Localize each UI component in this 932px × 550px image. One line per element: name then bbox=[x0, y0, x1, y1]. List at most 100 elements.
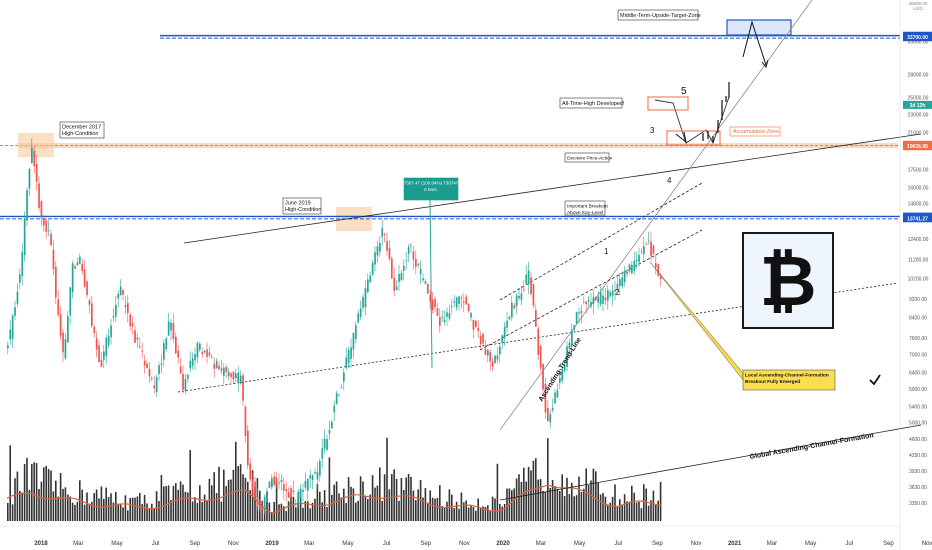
candle-body bbox=[21, 252, 24, 277]
volume-bar bbox=[206, 500, 208, 521]
ath-developed-box bbox=[647, 96, 689, 111]
label-global-channel: Global Ascending-Channel-Formation bbox=[749, 432, 874, 461]
candle-body bbox=[136, 337, 139, 340]
measure-label-text2: 0 bars, bbox=[424, 187, 438, 192]
candle-body bbox=[271, 478, 273, 488]
volume-bar bbox=[107, 497, 110, 521]
volume-bar bbox=[604, 496, 607, 521]
candle-body bbox=[448, 312, 451, 319]
volume-bar bbox=[33, 462, 35, 521]
time-tick-label: Jul bbox=[383, 541, 391, 547]
price-tick-label: 12400.00 bbox=[908, 237, 929, 243]
candle-body bbox=[285, 489, 288, 492]
candles bbox=[7, 138, 662, 519]
volume-bar bbox=[14, 478, 16, 521]
volume-bar bbox=[547, 438, 549, 521]
candle-body bbox=[364, 288, 367, 308]
candle-body bbox=[275, 477, 278, 484]
candle-body bbox=[278, 482, 280, 484]
volume-bar bbox=[542, 490, 544, 521]
candle-body bbox=[388, 248, 391, 259]
label-important-breakout-box bbox=[564, 200, 606, 216]
label-dec-2017-high-text2: High-Condition bbox=[62, 131, 98, 137]
volume-bar bbox=[57, 496, 59, 521]
candle-body bbox=[484, 348, 487, 355]
volume-bar bbox=[83, 504, 86, 521]
candle-body bbox=[592, 297, 595, 305]
volume-bar bbox=[525, 481, 527, 521]
volume-bar bbox=[395, 478, 398, 521]
volume-bar bbox=[607, 505, 609, 521]
price-tick-label: 7000.00 bbox=[909, 352, 927, 358]
volume-bar bbox=[266, 491, 268, 521]
label-dec-2017-high-text: December 2017 bbox=[62, 125, 101, 131]
volume-bar bbox=[443, 507, 446, 521]
candle-body bbox=[487, 349, 489, 356]
candle-body bbox=[79, 256, 81, 264]
candle-body bbox=[311, 475, 314, 481]
candle-body bbox=[194, 354, 196, 361]
candle-body bbox=[619, 279, 621, 286]
volume-bar bbox=[148, 508, 151, 521]
volume-bar bbox=[16, 471, 19, 521]
time-tick-label: Nov bbox=[691, 541, 702, 547]
volume-bar bbox=[71, 502, 74, 521]
candle-body bbox=[280, 479, 283, 483]
candle-body bbox=[196, 342, 199, 358]
projection-arrow-head bbox=[761, 59, 769, 69]
time-tick-label: Mar bbox=[304, 541, 314, 547]
candle-body bbox=[55, 266, 57, 298]
volume-bar bbox=[134, 497, 136, 521]
volume-bar bbox=[122, 507, 124, 521]
candle-body bbox=[350, 347, 352, 359]
volume-bar bbox=[419, 480, 422, 521]
volume-bar bbox=[131, 497, 134, 521]
volume-bar bbox=[551, 480, 554, 521]
candle-body bbox=[623, 271, 626, 283]
volume-bar bbox=[352, 488, 355, 521]
volume-bar bbox=[275, 479, 278, 521]
candle-body bbox=[381, 228, 384, 237]
candle-body bbox=[227, 371, 230, 377]
candle-body bbox=[633, 260, 636, 271]
candle-body bbox=[355, 325, 357, 339]
candle-body bbox=[203, 350, 206, 353]
volume-bar bbox=[381, 500, 383, 521]
volume-bar bbox=[218, 466, 220, 521]
candle-body bbox=[304, 480, 307, 488]
candle-body bbox=[427, 283, 429, 294]
volume-bar bbox=[477, 498, 479, 521]
volume-bar bbox=[379, 467, 381, 521]
volume-bar bbox=[304, 501, 307, 521]
volume-bar bbox=[247, 481, 249, 521]
candle-body bbox=[571, 330, 573, 347]
measure-label-text: 7307.47 (100.04%) 730747 bbox=[404, 181, 459, 186]
candle-body bbox=[170, 322, 172, 331]
volume-bar bbox=[350, 486, 352, 521]
candle-body bbox=[251, 479, 254, 491]
volume-bar bbox=[91, 501, 93, 521]
volume-bar bbox=[225, 486, 227, 521]
volume-bar bbox=[398, 500, 400, 521]
candle-body bbox=[283, 484, 285, 491]
volume-bar bbox=[393, 469, 395, 521]
price-tick-label: 17500.00 bbox=[908, 167, 929, 173]
candle-body bbox=[383, 233, 386, 235]
price-badge bbox=[903, 142, 932, 151]
volume-bar bbox=[451, 494, 453, 521]
candle-body bbox=[359, 308, 362, 317]
price-tick-label: 11200.00 bbox=[908, 258, 929, 264]
price-tick-label: 6400.00 bbox=[909, 370, 927, 376]
candle-body bbox=[585, 301, 588, 305]
candle-body bbox=[319, 460, 321, 476]
price-tick-label: 5400.00 bbox=[909, 405, 927, 411]
volume-bar bbox=[412, 490, 415, 521]
volume-bar bbox=[563, 496, 566, 521]
candle-body bbox=[314, 472, 316, 474]
candle-body bbox=[23, 218, 26, 256]
price-tick-label: 10200.00 bbox=[908, 276, 929, 282]
candle-body bbox=[47, 229, 50, 231]
candle-body bbox=[153, 385, 156, 389]
candle-body bbox=[530, 277, 532, 294]
volume-bar bbox=[232, 469, 235, 521]
